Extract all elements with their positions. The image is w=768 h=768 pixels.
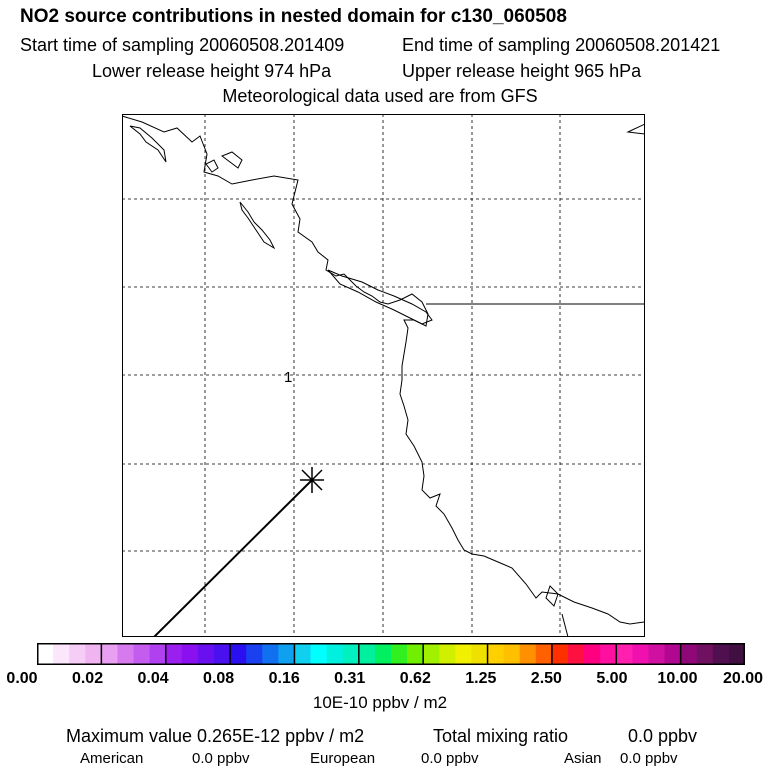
color-swatch — [664, 643, 682, 665]
color-swatch — [407, 643, 424, 665]
color-swatch — [712, 643, 730, 665]
map-frame — [122, 114, 645, 637]
color-swatch — [85, 643, 102, 665]
asian-label: Asian — [564, 750, 602, 767]
color-swatch — [584, 643, 601, 665]
color-swatch — [53, 643, 70, 665]
color-swatch — [632, 643, 649, 665]
american-value: 0.0 ppbv — [192, 750, 250, 767]
european-label: European — [310, 750, 376, 767]
color-scale-tick-label: 20.00 — [722, 670, 764, 687]
color-swatch — [133, 643, 151, 665]
total-mixing-ratio-value: 0.0 ppbv — [628, 726, 698, 746]
end-time: End time of sampling 20060508.201421 — [402, 35, 721, 55]
color-swatch — [728, 643, 745, 665]
color-scale-tick-label: 0.08 — [203, 670, 235, 687]
color-swatch — [101, 643, 118, 665]
color-swatch — [197, 643, 215, 665]
map-canvas: 1 — [122, 114, 645, 637]
color-swatch — [37, 643, 54, 665]
color-scale-tick-label: 2.50 — [530, 670, 562, 687]
color-swatch — [423, 643, 440, 665]
color-swatch — [519, 643, 537, 665]
color-swatch — [600, 643, 617, 665]
color-swatch — [374, 643, 392, 665]
color-swatch — [69, 643, 86, 665]
asian-value: 0.0 ppbv — [620, 750, 678, 767]
color-swatch — [648, 643, 666, 665]
color-swatch — [503, 643, 521, 665]
color-swatch — [535, 643, 553, 665]
color-swatch — [214, 643, 231, 665]
color-swatch — [326, 643, 344, 665]
american-label: American — [80, 750, 144, 767]
color-swatch — [165, 643, 183, 665]
color-scale-tick-label: 0.00 — [6, 670, 38, 687]
color-swatch — [680, 643, 698, 665]
start-time: Start time of sampling 20060508.201409 — [20, 35, 345, 55]
color-swatch — [294, 643, 312, 665]
color-swatch — [310, 643, 328, 665]
color-swatch — [181, 643, 199, 665]
color-swatch — [117, 643, 135, 665]
color-swatch — [696, 643, 714, 665]
contour-label: 1 — [284, 369, 292, 386]
color-swatch — [551, 643, 569, 665]
color-swatch — [246, 643, 263, 665]
lower-release-height: Lower release height 974 hPa — [92, 61, 332, 81]
map-panel: 1 — [122, 114, 645, 637]
total-mixing-ratio-label: Total mixing ratio — [433, 726, 569, 746]
color-swatch — [391, 643, 408, 665]
color-scale-tick-label: 0.16 — [268, 670, 300, 687]
color-swatch — [342, 643, 360, 665]
coastline — [122, 115, 645, 637]
plot-title: NO2 source contributions in nested domai… — [20, 6, 567, 27]
color-swatch — [149, 643, 167, 665]
color-swatch — [230, 643, 247, 665]
release-point-asterisk-icon — [300, 467, 324, 493]
color-swatch — [455, 643, 472, 665]
maximum-value: Maximum value 0.265E-12 ppbv / m2 — [66, 726, 365, 746]
color-swatch — [358, 643, 376, 665]
color-swatch — [262, 643, 279, 665]
color-scale-frame — [37, 643, 745, 665]
trajectory-line — [153, 479, 313, 637]
color-swatch — [471, 643, 489, 665]
color-swatch — [616, 643, 633, 665]
met-data-note: Meteorological data used are from GFS — [222, 86, 538, 106]
color-swatch — [568, 643, 585, 665]
color-swatch — [487, 643, 505, 665]
european-value: 0.0 ppbv — [421, 750, 479, 767]
color-scale-tick-label: 0.62 — [399, 670, 431, 687]
color-scale-tick-label: 0.02 — [71, 670, 104, 687]
color-scale-tick-label: 0.31 — [334, 670, 366, 687]
color-scale-tick-label: 10.00 — [657, 670, 698, 687]
color-scale-tick-label: 5.00 — [596, 670, 628, 687]
color-scale-tick-label: 0.04 — [137, 670, 169, 687]
color-swatch — [439, 643, 456, 665]
color-scale-tick-label: 1.25 — [465, 670, 497, 687]
color-scale-bar — [37, 643, 745, 665]
upper-release-height: Upper release height 965 hPa — [402, 61, 642, 81]
color-swatch — [278, 643, 295, 665]
color-scale-unit: 10E-10 ppbv / m2 — [312, 693, 448, 712]
